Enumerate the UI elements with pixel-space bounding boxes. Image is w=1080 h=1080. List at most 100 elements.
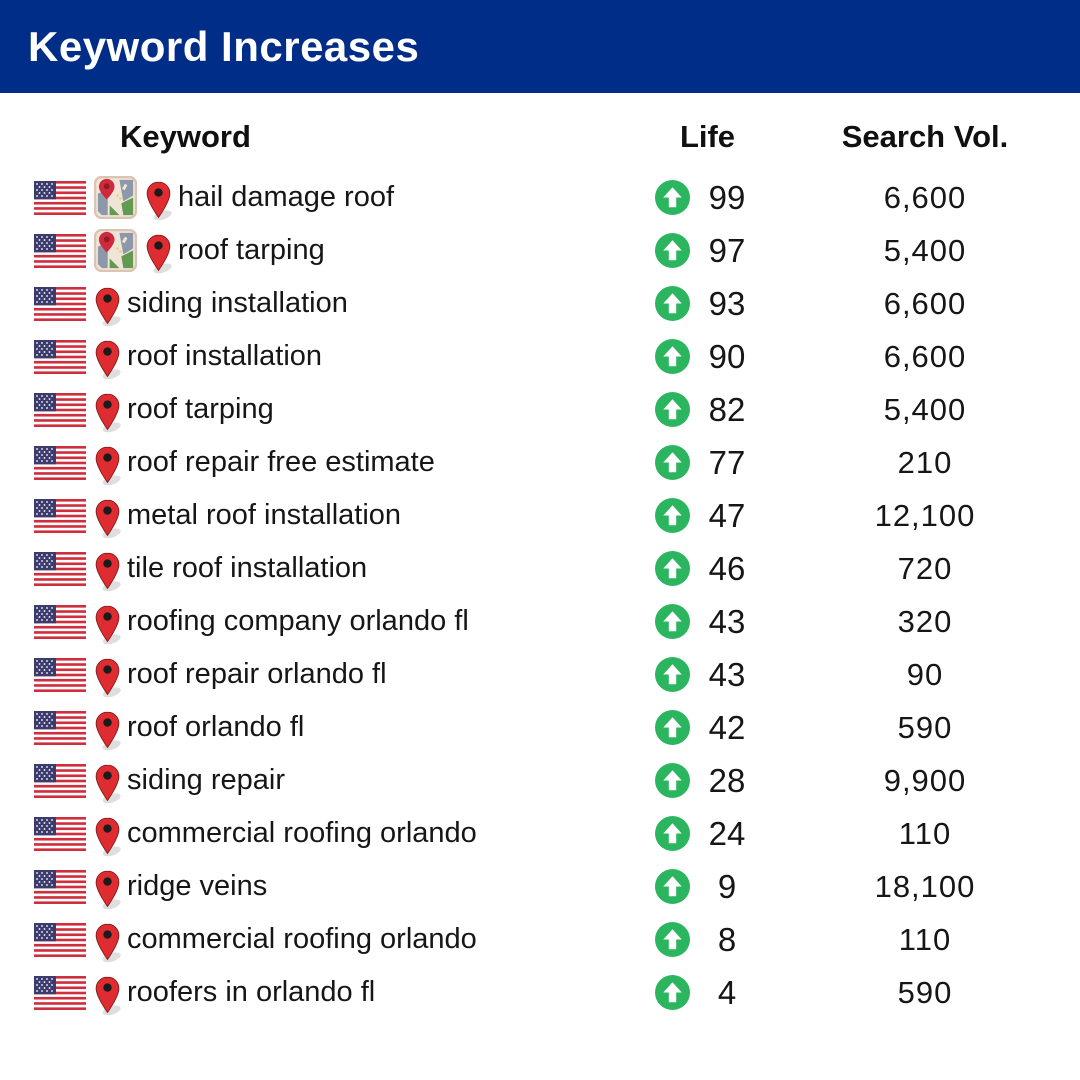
keyword-text: commercial roofing orlando: [127, 923, 477, 955]
up-arrow-icon: [655, 551, 690, 586]
life-cell: 97: [615, 232, 800, 270]
search-vol-value: 590: [897, 709, 953, 745]
us-flag-icon: [34, 445, 86, 480]
life-value: 43: [708, 602, 746, 640]
up-arrow-icon: [655, 975, 690, 1010]
pin-icon: [95, 870, 121, 909]
life-cell: 46: [615, 550, 800, 588]
keyword-text: roof repair free estimate: [127, 446, 435, 478]
search-vol-value: 5,400: [883, 232, 967, 268]
life-cell: 4: [615, 974, 800, 1012]
search-vol-value: 12,100: [874, 497, 976, 533]
life-value: 24: [708, 814, 746, 852]
life-cell: 42: [615, 709, 800, 747]
life-value: 42: [708, 708, 746, 746]
keyword-cell: roof installation: [0, 333, 615, 381]
search-vol-value: 6,600: [883, 285, 967, 321]
table-row: roof repair free estimate 77 210: [0, 436, 1080, 489]
us-flag-icon: [34, 816, 86, 851]
pin-icon: [95, 923, 121, 962]
search-vol-value: 18,100: [874, 868, 976, 904]
keyword-text: roof installation: [127, 340, 323, 372]
keyword-cell: siding repair: [0, 757, 615, 805]
column-header-keyword: Keyword: [120, 119, 251, 154]
title-bar: Keyword Increases: [0, 0, 1080, 93]
us-flag-icon: [34, 710, 86, 745]
table-row: roofing company orlando fl 43 320: [0, 595, 1080, 648]
keyword-text: roofing company orlando fl: [127, 605, 469, 637]
keyword-cell: metal roof installation: [0, 492, 615, 540]
life-cell: 99: [615, 179, 800, 217]
up-arrow-icon: [655, 180, 690, 215]
search-vol-value: 720: [897, 550, 953, 586]
keyword-cell: roof tarping: [0, 386, 615, 434]
table-row: commercial roofing orlando 8 110: [0, 913, 1080, 966]
keyword-cell: siding installation: [0, 280, 615, 328]
life-value: 46: [708, 549, 746, 587]
up-arrow-icon: [655, 922, 690, 957]
life-value: 99: [708, 178, 746, 216]
table-row: siding repair 28 9,900: [0, 754, 1080, 807]
table-row: ridge veins 9 18,100: [0, 860, 1080, 913]
keyword-text: metal roof installation: [127, 499, 402, 531]
up-arrow-icon: [655, 604, 690, 639]
us-flag-icon: [34, 180, 86, 215]
us-flag-icon: [34, 392, 86, 427]
life-cell: 28: [615, 762, 800, 800]
page-title: Keyword Increases: [28, 22, 420, 70]
search-vol-value: 110: [898, 921, 952, 957]
up-arrow-icon: [655, 498, 690, 533]
life-cell: 90: [615, 338, 800, 376]
table-row: roof tarping 97 5,400: [0, 224, 1080, 277]
life-value: 8: [717, 920, 737, 958]
column-header-life: Life: [679, 119, 736, 154]
keyword-cell: roof orlando fl: [0, 704, 615, 752]
life-cell: 43: [615, 656, 800, 694]
life-cell: 93: [615, 285, 800, 323]
life-value: 93: [708, 284, 746, 322]
table-row: siding installation 93 6,600: [0, 277, 1080, 330]
keyword-text: siding installation: [127, 287, 348, 319]
us-flag-icon: [34, 551, 86, 586]
pin-icon: [95, 711, 121, 750]
column-header-search-vol: Search Vol.: [841, 119, 1009, 154]
life-value: 82: [708, 390, 746, 428]
up-arrow-icon: [655, 445, 690, 480]
us-flag-icon: [34, 922, 86, 957]
keyword-cell: roof tarping: [0, 227, 615, 275]
keyword-text: siding repair: [127, 764, 285, 796]
pin-icon: [95, 287, 121, 326]
up-arrow-icon: [655, 657, 690, 692]
keyword-cell: ridge veins: [0, 863, 615, 911]
pin-icon: [95, 340, 121, 379]
life-value: 9: [717, 867, 737, 905]
us-flag-icon: [34, 233, 86, 268]
table-row: hail damage roof 99 6,600: [0, 171, 1080, 224]
up-arrow-icon: [655, 392, 690, 427]
search-vol-value: 6,600: [883, 338, 967, 374]
us-flag-icon: [34, 498, 86, 533]
life-value: 28: [708, 761, 746, 799]
keyword-text: commercial roofing orlando: [127, 817, 477, 849]
us-flag-icon: [34, 657, 86, 692]
pin-icon: [95, 446, 121, 485]
keyword-cell: commercial roofing orlando: [0, 810, 615, 858]
keyword-text: roof tarping: [178, 234, 325, 266]
life-value: 4: [717, 973, 737, 1011]
search-vol-value: 110: [898, 815, 952, 851]
search-vol-value: 210: [897, 444, 953, 480]
table-row: metal roof installation 47 12,100: [0, 489, 1080, 542]
table-row: roof orlando fl 42 590: [0, 701, 1080, 754]
table-row: tile roof installation 46 720: [0, 542, 1080, 595]
keyword-text: roof orlando fl: [127, 711, 305, 743]
life-cell: 82: [615, 391, 800, 429]
pin-icon: [95, 393, 121, 432]
pin-icon: [95, 499, 121, 538]
keyword-text: tile roof installation: [127, 552, 368, 584]
life-value: 43: [708, 655, 746, 693]
pin-icon: [146, 181, 172, 220]
search-vol-value: 320: [897, 603, 953, 639]
search-vol-value: 590: [897, 974, 953, 1010]
pin-icon: [95, 817, 121, 856]
keyword-cell: commercial roofing orlando: [0, 916, 615, 964]
